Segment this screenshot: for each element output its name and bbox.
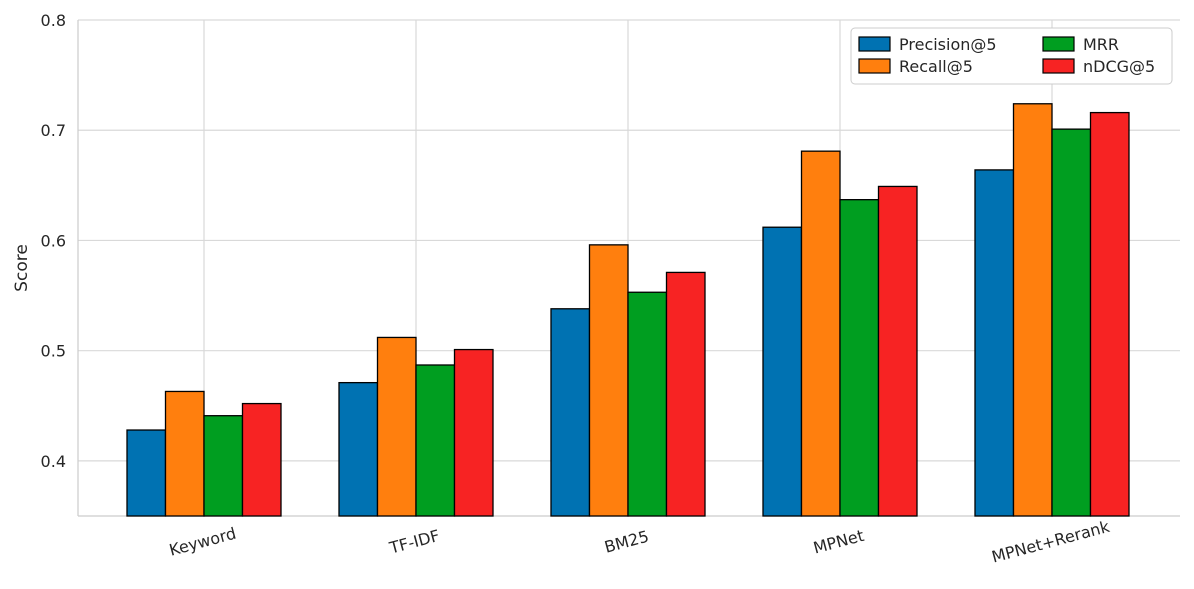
bar-mrr-keyword — [203, 415, 244, 517]
x-tick-label: MPNet+Rerank — [990, 517, 1112, 567]
bars — [126, 103, 1130, 517]
y-tick-label: 0.5 — [41, 342, 66, 361]
x-tick-label: Keyword — [167, 524, 238, 560]
bar-recall-5-bm25 — [588, 244, 629, 517]
legend: Precision@5 Recall@5 MRR nDCG@5 — [850, 27, 1173, 85]
bar-recall-5-mpnet — [800, 150, 841, 517]
legend-label: Recall@5 — [899, 57, 973, 76]
bar-mrr-mpnet — [839, 199, 880, 517]
bar-ndcg-5-keyword — [241, 402, 282, 517]
bar-recall-5-tf-idf — [376, 336, 417, 517]
x-tick-label: MPNet — [811, 526, 866, 558]
bar-recall-5-mpnet-rerank — [1012, 103, 1053, 517]
legend-swatch — [858, 58, 891, 74]
legend-label: MRR — [1083, 35, 1119, 54]
y-tick-label: 0.6 — [41, 231, 66, 250]
bar-recall-5-keyword — [164, 390, 205, 517]
y-axis-label: Score — [12, 244, 32, 292]
legend-box — [850, 27, 1173, 85]
bar-precision-5-bm25 — [550, 308, 591, 517]
bar-ndcg-5-bm25 — [665, 271, 706, 517]
legend-label: nDCG@5 — [1083, 57, 1155, 76]
x-tick-labels: Keyword TF-IDF BM25 MPNet MPNet+Rerank — [167, 517, 1112, 567]
bar-ndcg-5-tf-idf — [453, 348, 494, 517]
legend-swatch — [1042, 36, 1075, 52]
y-tick-label: 0.4 — [41, 452, 66, 471]
y-tick-label: 0.7 — [41, 121, 66, 140]
bar-precision-5-mpnet — [762, 226, 803, 517]
x-tick-label: TF-IDF — [387, 526, 442, 558]
bar-mrr-bm25 — [627, 291, 668, 517]
legend-swatch — [1042, 58, 1075, 74]
bar-precision-5-keyword — [126, 429, 167, 517]
legend-label: Precision@5 — [899, 35, 997, 54]
y-tick-label: 0.8 — [41, 11, 66, 30]
bar-mrr-tf-idf — [415, 364, 456, 517]
bar-precision-5-tf-idf — [338, 381, 379, 517]
bar-ndcg-5-mpnet-rerank — [1089, 111, 1130, 517]
bar-ndcg-5-mpnet — [877, 185, 918, 517]
y-tick-labels: 0.4 0.5 0.6 0.7 0.8 — [41, 11, 66, 471]
bar-precision-5-mpnet-rerank — [974, 169, 1015, 517]
bar-mrr-mpnet-rerank — [1051, 128, 1092, 517]
legend-swatch — [858, 36, 891, 52]
x-tick-label: BM25 — [602, 527, 651, 557]
